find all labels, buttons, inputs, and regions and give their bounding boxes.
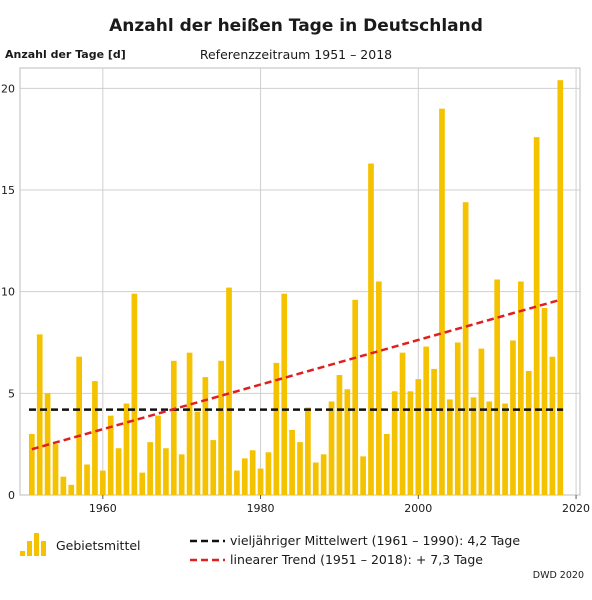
bar [218,360,224,495]
bar [163,448,169,495]
bar [510,340,516,495]
bar [376,281,382,495]
bar [52,444,59,495]
bar [462,202,469,495]
bar [170,360,177,495]
y-tick-label: 20 [1,82,15,95]
bar [557,80,564,495]
bar [328,401,335,495]
bar [234,470,240,495]
bar [210,440,217,495]
bar [76,356,82,495]
legend-label-trend: linearer Trend (1951 – 2018): + 7,3 Tage [230,552,483,567]
bar [470,397,477,495]
bar [107,415,114,495]
bar [84,464,90,495]
bar [312,462,319,495]
bar [391,391,398,495]
bar [541,307,548,495]
bar [431,368,437,495]
y-axis-label: Anzahl der Tage [d] [5,48,126,61]
x-tick-label: 2000 [404,502,432,515]
bar [502,403,508,495]
bar [139,472,146,495]
y-tick-label: 0 [8,489,15,502]
bar [249,450,256,495]
legend-label-mean: vieljähriger Mittelwert (1961 – 1990): 4… [230,533,521,548]
x-tick-label: 1980 [247,502,275,515]
x-tick-label: 2020 [562,502,590,515]
bar [344,389,351,495]
bar [202,377,209,495]
chart-title: Anzahl der heißen Tage in Deutschland [109,16,483,36]
y-tick-label: 15 [1,184,15,197]
bar [194,411,201,495]
bar [28,434,35,495]
bar [549,356,556,495]
bar [92,381,98,495]
bar [68,484,75,495]
bar [423,346,430,495]
bar [123,403,130,495]
y-tick-label: 5 [8,387,15,400]
bar [147,442,153,495]
bar [265,452,272,495]
bar [336,375,343,495]
bar [407,391,414,495]
bar [518,281,524,495]
bar [257,468,264,495]
bar [447,399,453,495]
bar [241,458,248,495]
bar [494,279,501,495]
bar [226,287,232,495]
legend-swatch-bar [41,541,46,556]
bar [131,293,138,495]
bar [383,434,390,495]
bar [36,334,43,495]
bar [486,401,493,495]
legend-swatch-bar [27,541,32,556]
bar [305,407,311,495]
bar [289,429,295,495]
bar [99,470,106,495]
bar [155,415,161,495]
bar [281,293,288,495]
bar [478,348,485,495]
bar [320,454,327,495]
bar [525,370,532,495]
y-tick-label: 10 [1,286,15,299]
bar [454,342,461,495]
bar [352,299,359,495]
legend-swatch-bar [34,533,39,556]
trend-line [31,298,561,451]
bar [533,137,540,495]
source-note: DWD 2020 [532,570,584,581]
chart-subtitle: Referenzzeitraum 1951 – 2018 [199,47,393,62]
legend-label-bars: Gebietsmittel [56,538,141,553]
bar [439,108,445,496]
bar [360,456,366,495]
bar [115,448,122,495]
bar [399,352,406,495]
x-tick-label: 1960 [89,502,117,515]
bar [368,163,374,496]
bar [415,379,422,495]
legend-swatch-bar [20,551,25,556]
bar [297,442,303,495]
bar [178,454,185,495]
bar [273,362,280,495]
bar [186,352,193,495]
bar [60,476,67,495]
